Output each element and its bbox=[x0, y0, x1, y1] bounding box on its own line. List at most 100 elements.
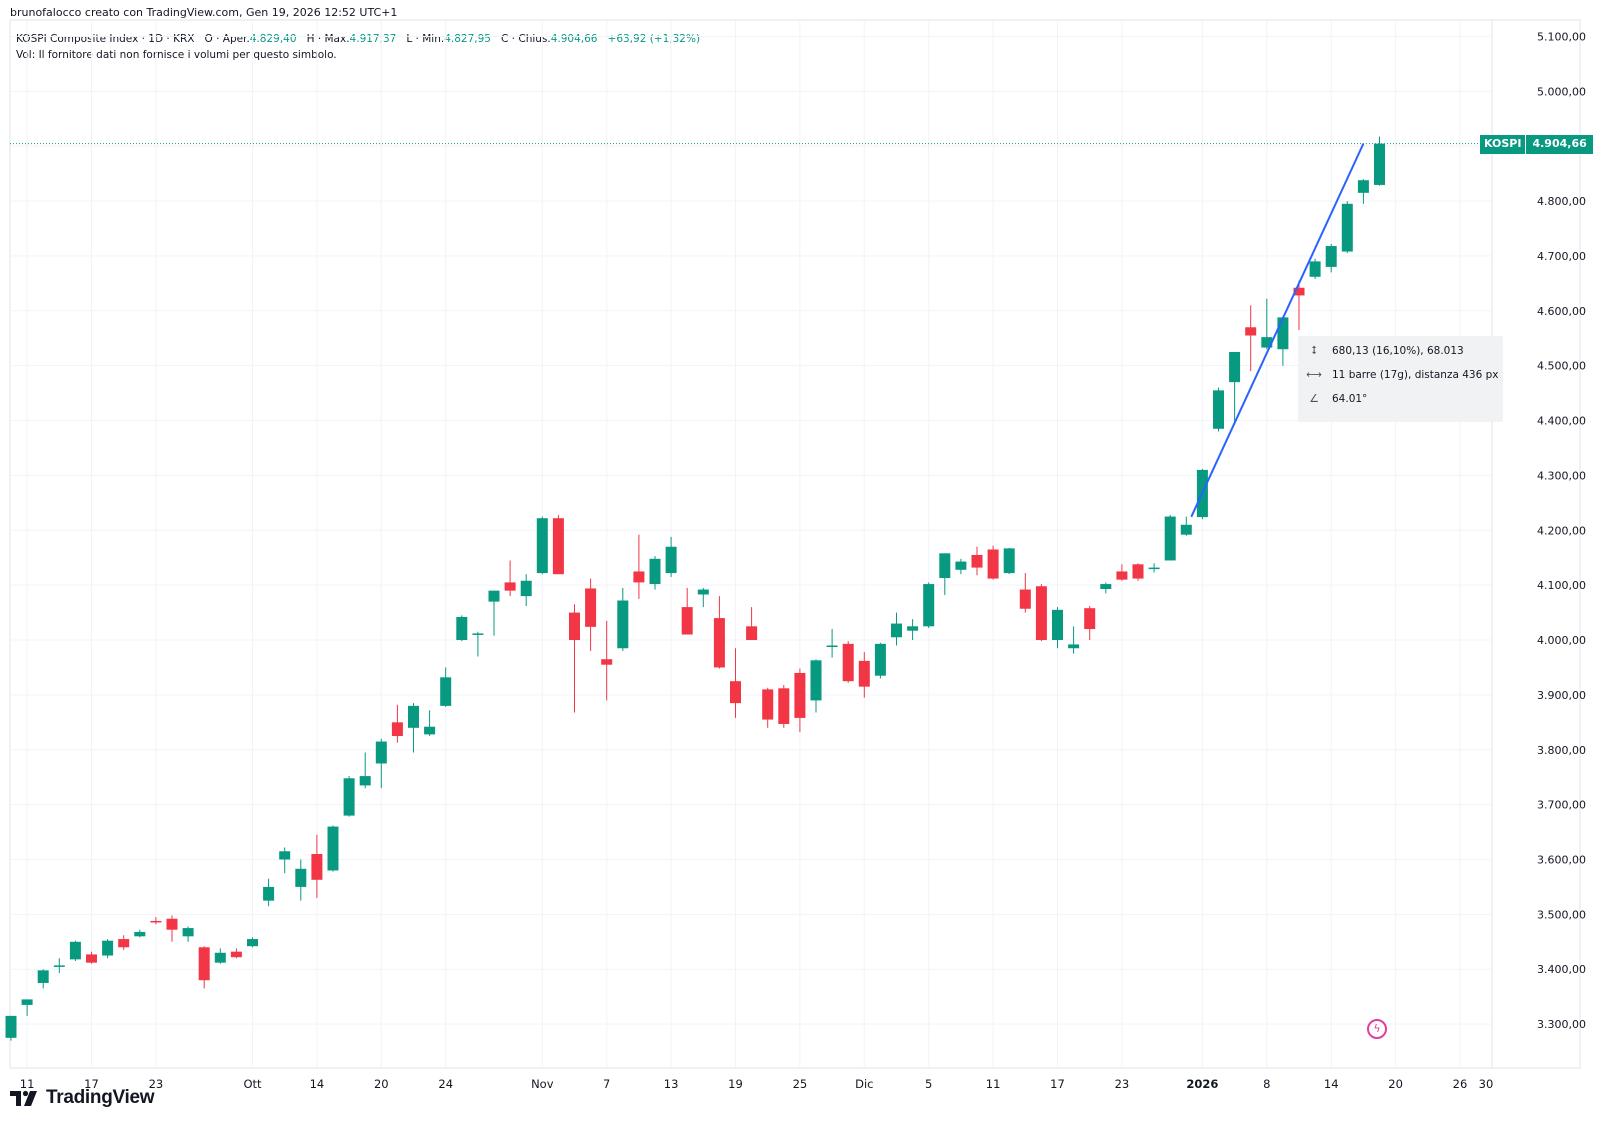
candle[interactable] bbox=[53, 958, 65, 974]
candle[interactable] bbox=[214, 948, 226, 964]
candle[interactable] bbox=[1293, 280, 1305, 331]
candle[interactable] bbox=[601, 620, 613, 701]
candle[interactable] bbox=[778, 685, 790, 728]
candle[interactable] bbox=[971, 546, 983, 576]
candle[interactable] bbox=[134, 929, 146, 938]
candle[interactable] bbox=[1052, 607, 1063, 649]
candle[interactable] bbox=[1213, 387, 1224, 432]
candle[interactable] bbox=[730, 648, 741, 718]
candle[interactable] bbox=[247, 937, 258, 948]
candle[interactable] bbox=[1132, 563, 1144, 581]
candle[interactable] bbox=[102, 939, 114, 959]
candle[interactable] bbox=[472, 631, 484, 657]
candle[interactable] bbox=[295, 859, 307, 901]
time-tick-label: 20 bbox=[1388, 1077, 1403, 1091]
candle[interactable] bbox=[166, 915, 178, 942]
candle[interactable] bbox=[279, 847, 291, 874]
candle[interactable] bbox=[86, 951, 97, 964]
candle[interactable] bbox=[21, 999, 33, 1016]
candle[interactable] bbox=[1325, 243, 1337, 273]
price-tick-label: 4.700,00 bbox=[1537, 250, 1586, 263]
candle[interactable] bbox=[874, 642, 886, 679]
candle[interactable] bbox=[955, 558, 967, 575]
candle[interactable] bbox=[842, 641, 854, 683]
candle[interactable] bbox=[1245, 305, 1257, 372]
candle[interactable] bbox=[552, 514, 564, 575]
candle[interactable] bbox=[794, 668, 806, 733]
candle[interactable] bbox=[327, 825, 339, 872]
candle[interactable] bbox=[343, 776, 355, 817]
candle[interactable] bbox=[504, 560, 516, 597]
candle[interactable] bbox=[520, 574, 532, 607]
candle[interactable] bbox=[826, 629, 838, 658]
candle[interactable] bbox=[923, 582, 935, 628]
candle[interactable] bbox=[182, 926, 194, 942]
candle[interactable] bbox=[907, 619, 919, 641]
price-axis[interactable]: 3.300,00 3.400,00 3.500,00 3.600,00 3.700,00… bbox=[1537, 30, 1586, 1031]
candle[interactable] bbox=[1100, 582, 1112, 594]
candle[interactable] bbox=[408, 703, 419, 753]
candle[interactable] bbox=[263, 878, 275, 907]
candle[interactable] bbox=[1164, 514, 1176, 561]
candle[interactable] bbox=[858, 652, 870, 698]
candle[interactable] bbox=[391, 704, 403, 743]
candle[interactable] bbox=[536, 516, 548, 575]
candle[interactable] bbox=[1084, 606, 1096, 641]
candle[interactable] bbox=[1341, 201, 1353, 254]
candle[interactable] bbox=[1019, 573, 1031, 613]
candle[interactable] bbox=[1277, 316, 1289, 366]
candle[interactable] bbox=[118, 935, 130, 951]
candle[interactable] bbox=[1116, 564, 1128, 581]
candle[interactable] bbox=[1180, 516, 1192, 536]
candle[interactable] bbox=[810, 659, 822, 713]
candle[interactable] bbox=[746, 607, 758, 641]
candle[interactable] bbox=[569, 604, 580, 713]
lightning-icon[interactable]: ϟ bbox=[1367, 1019, 1387, 1039]
candle[interactable] bbox=[375, 738, 387, 789]
drawing-overlay[interactable] bbox=[10, 143, 1492, 518]
candle[interactable] bbox=[1003, 547, 1015, 575]
candle[interactable] bbox=[5, 1015, 17, 1041]
candle[interactable] bbox=[665, 536, 677, 577]
candle[interactable] bbox=[1357, 179, 1369, 204]
candle[interactable] bbox=[585, 578, 597, 651]
candle[interactable] bbox=[649, 556, 661, 590]
candle[interactable] bbox=[1035, 584, 1047, 642]
candle-body bbox=[391, 722, 403, 737]
time-tick-label: 20 bbox=[374, 1077, 389, 1091]
measure-bars-row: ⟷ 11 barre (17g), distanza 436 px bbox=[1306, 368, 1498, 381]
candle-body bbox=[810, 660, 822, 701]
candle[interactable] bbox=[987, 545, 999, 580]
candle[interactable] bbox=[37, 969, 49, 989]
candle[interactable] bbox=[762, 687, 774, 728]
candle[interactable] bbox=[1148, 563, 1160, 573]
candle[interactable] bbox=[311, 834, 323, 898]
candle[interactable] bbox=[891, 612, 902, 646]
candle[interactable] bbox=[1374, 136, 1385, 186]
trend-line[interactable] bbox=[1190, 143, 1365, 518]
candle[interactable] bbox=[681, 587, 693, 635]
candle[interactable] bbox=[1068, 626, 1080, 654]
candle[interactable] bbox=[1309, 258, 1321, 279]
candle[interactable] bbox=[1229, 351, 1241, 425]
candle[interactable] bbox=[488, 590, 500, 636]
candle[interactable] bbox=[633, 534, 645, 599]
tradingview-logo[interactable]: TradingView bbox=[10, 1087, 155, 1109]
candle[interactable] bbox=[1261, 298, 1273, 350]
candle[interactable] bbox=[456, 615, 468, 642]
candle[interactable] bbox=[359, 752, 371, 789]
candle[interactable] bbox=[713, 596, 725, 669]
candle[interactable] bbox=[424, 710, 436, 737]
candle[interactable] bbox=[440, 667, 452, 707]
candle-body bbox=[891, 623, 902, 638]
candle[interactable] bbox=[230, 948, 242, 959]
time-axis[interactable]: 11 17 23 Ott 14 20 24 Nov 7 13 19 25 Dic 5 11 17 23 2026 8… bbox=[20, 1077, 1494, 1091]
candle[interactable] bbox=[697, 587, 709, 608]
candle[interactable] bbox=[198, 946, 210, 989]
candle[interactable] bbox=[69, 940, 81, 962]
candle[interactable] bbox=[150, 917, 162, 925]
candle[interactable] bbox=[939, 553, 951, 596]
candle[interactable] bbox=[617, 587, 629, 651]
candles[interactable] bbox=[5, 136, 1386, 1041]
